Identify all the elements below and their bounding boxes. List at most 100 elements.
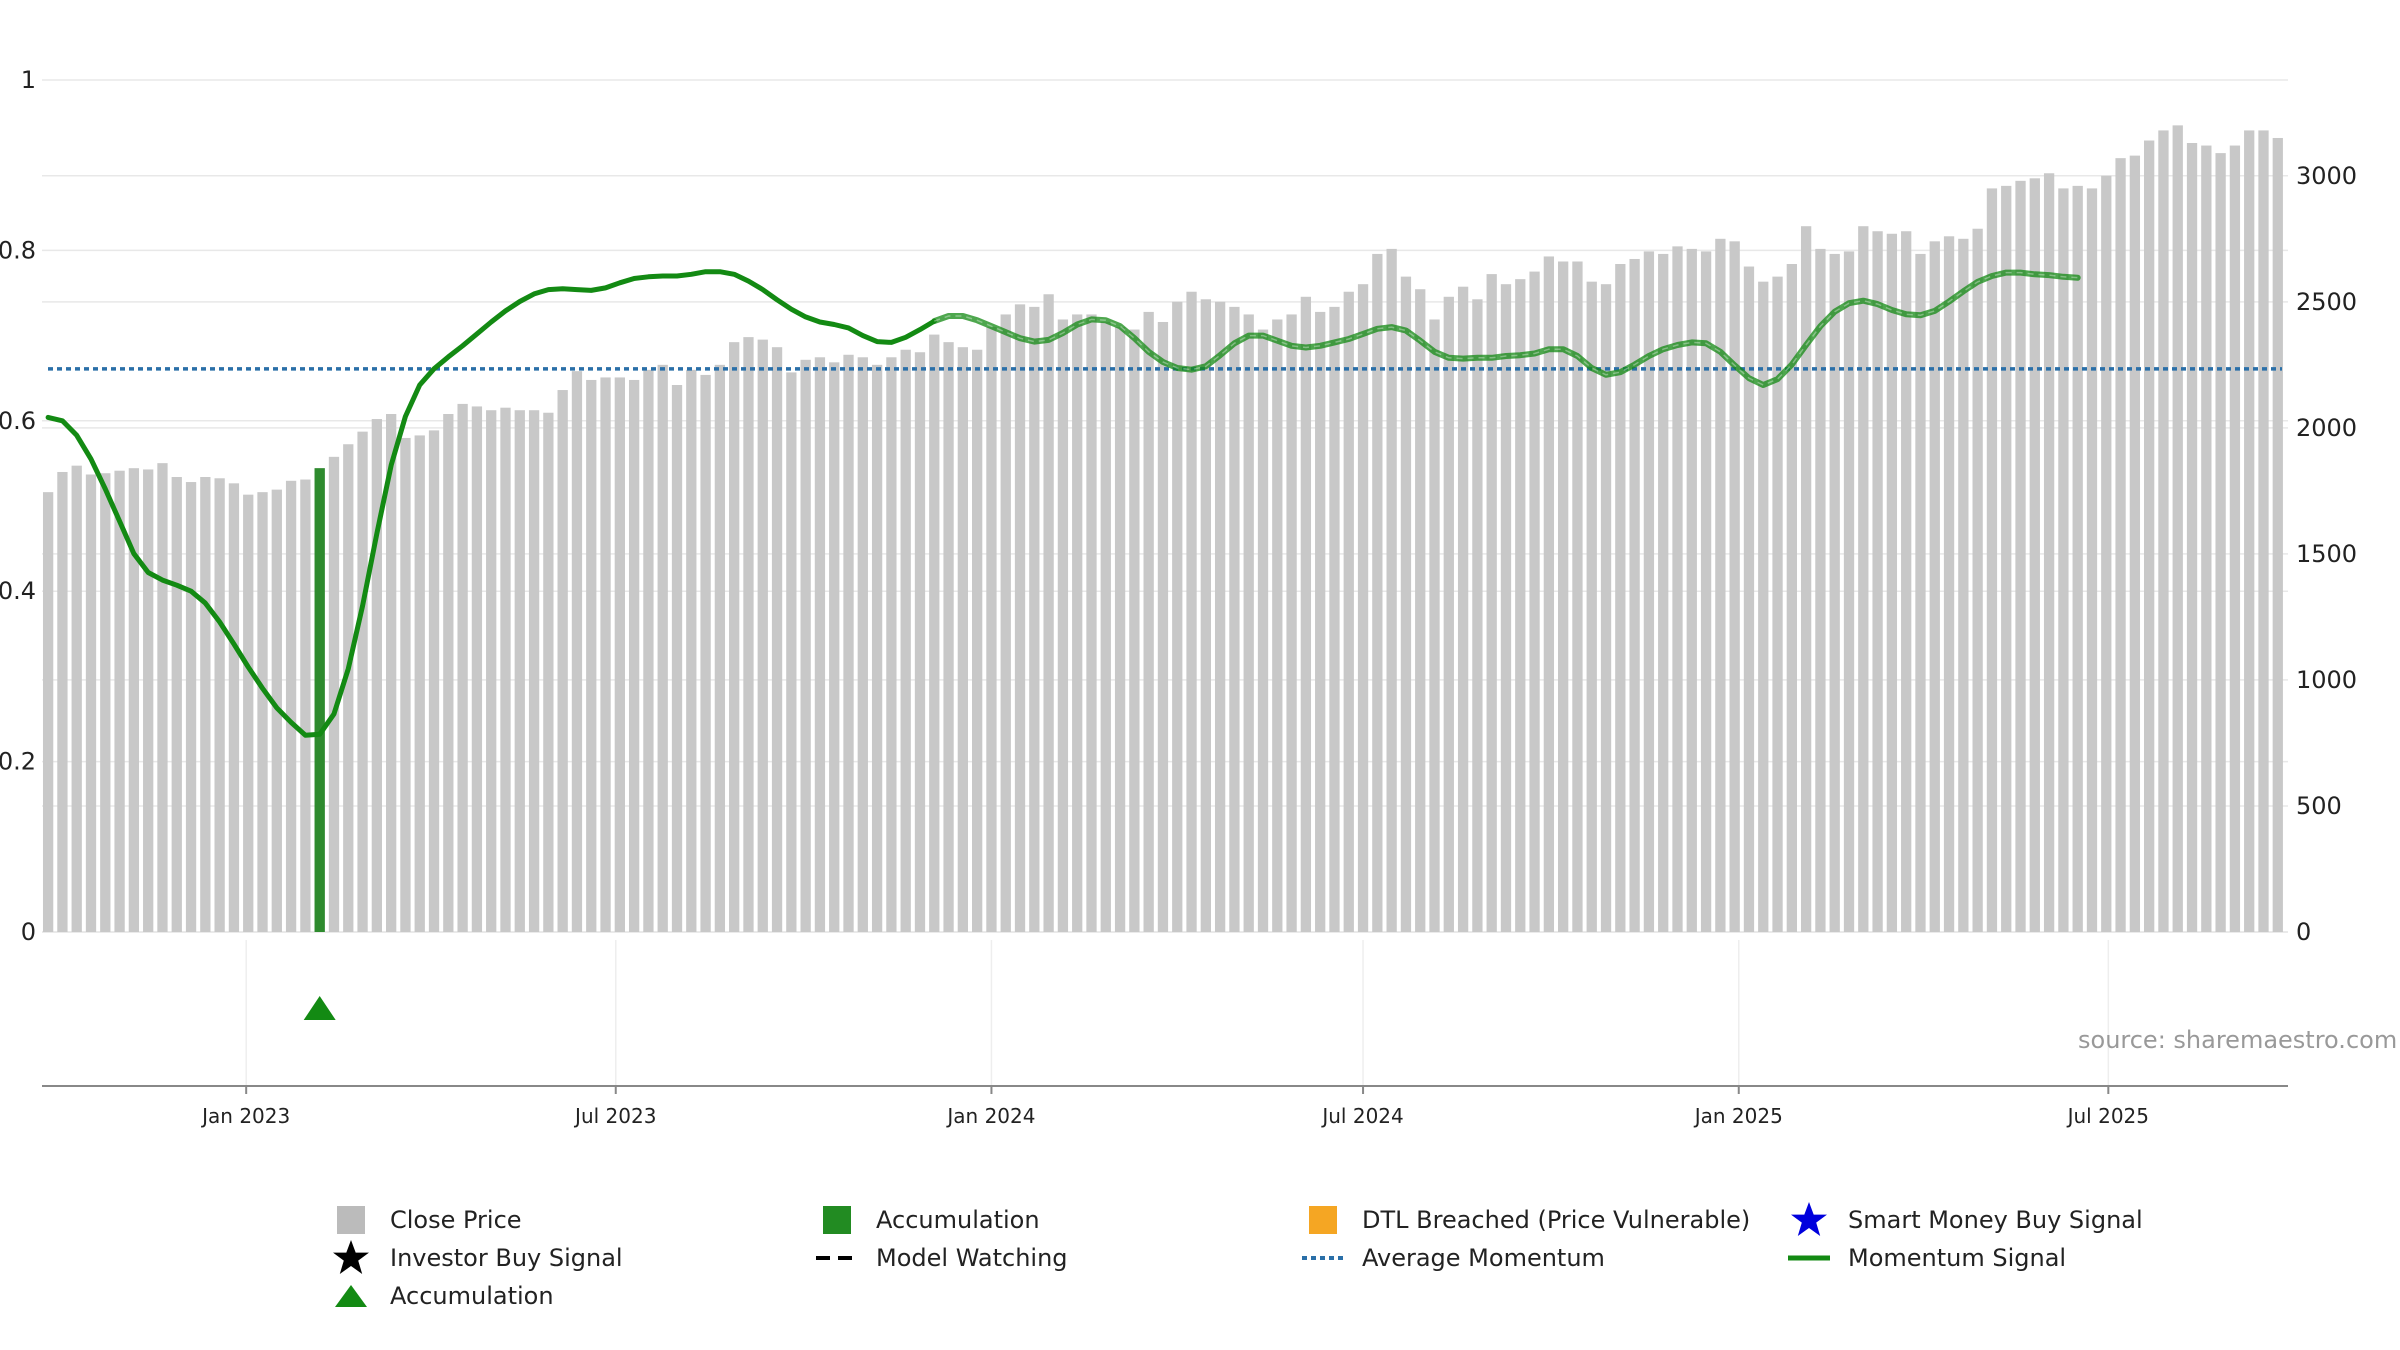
- close-price-bar: [614, 377, 625, 932]
- close-price-bar: [771, 347, 783, 932]
- x-tick-label: Jul 2023: [573, 1104, 656, 1128]
- legend-label: DTL Breached (Price Vulnerable): [1362, 1206, 1751, 1234]
- square-icon: [1302, 1205, 1344, 1235]
- close-price-bar: [1800, 226, 1812, 933]
- close-price-bar: [1558, 261, 1569, 933]
- legend-item: DTL Breached (Price Vulnerable): [1302, 1205, 1750, 1235]
- star-icon: [1788, 1202, 1830, 1236]
- close-price-bar: [1114, 327, 1126, 933]
- square-icon: [816, 1205, 858, 1235]
- solid-line-icon: [1788, 1243, 1830, 1273]
- model-watching-overlay: [934, 271, 2078, 386]
- close-price-bar: [2186, 143, 2198, 932]
- close-price-bar: [1715, 238, 1726, 932]
- close-price-bar: [1272, 319, 1283, 932]
- close-price-bar: [700, 374, 711, 932]
- close-price-bar: [757, 339, 768, 932]
- close-price-bar: [857, 357, 868, 933]
- legend-label: Investor Buy Signal: [390, 1244, 623, 1272]
- close-price-bar: [114, 470, 125, 932]
- square-icon: [330, 1205, 372, 1235]
- right-tick-label: 1000: [2296, 666, 2357, 694]
- dotted-line-icon: [1302, 1243, 1344, 1273]
- close-price-bar: [871, 364, 883, 933]
- close-price-bar: [1000, 314, 1011, 932]
- close-price-bar: [1901, 231, 1912, 932]
- close-price-bar: [1572, 261, 1583, 933]
- close-price-bar: [1329, 306, 1340, 932]
- close-price-bar: [800, 359, 811, 932]
- close-price-bar: [914, 352, 926, 932]
- close-price-bar: [1886, 233, 1898, 933]
- right-tick-label: 1500: [2296, 540, 2357, 568]
- close-price-bar: [457, 403, 468, 932]
- close-price-bar: [2015, 180, 2026, 933]
- triangle-icon: [330, 1281, 372, 1311]
- close-price-bar: [1186, 291, 1197, 933]
- close-price-bar: [1729, 241, 1740, 932]
- momentum-signal-faded: [931, 269, 2081, 388]
- close-price-bar: [2172, 125, 2183, 932]
- close-price-bar: [743, 337, 754, 932]
- close-price-bar: [1400, 276, 1412, 933]
- accumulation-bar: [314, 468, 325, 932]
- close-price-bar: [1214, 301, 1226, 932]
- close-price-bar: [843, 354, 854, 932]
- close-price-bar: [428, 430, 440, 932]
- legend-label: Accumulation: [390, 1282, 554, 1310]
- legend-item: Model Watching: [816, 1243, 1068, 1273]
- close-price-bar: [814, 357, 826, 933]
- close-price-bar: [1615, 264, 1626, 932]
- close-price-bar: [1543, 256, 1555, 932]
- close-price-bar: [2144, 140, 2155, 932]
- close-price-bar: [1758, 281, 1769, 932]
- close-price-bar: [2072, 185, 2083, 933]
- close-price-bar: [1057, 319, 1069, 932]
- close-price-bar: [943, 342, 954, 933]
- close-price-bar: [1858, 226, 1869, 933]
- close-price-bar: [185, 482, 197, 932]
- star-icon: [330, 1240, 372, 1274]
- close-price-bar: [1200, 299, 1211, 933]
- close-price-bar: [1743, 266, 1755, 932]
- close-price-bar: [686, 369, 697, 932]
- close-price-bar: [1815, 248, 1826, 932]
- x-axis: Jan 2023 Jul 2023 Jan 2024 Jul 2024 Jan 2025…: [42, 1085, 2288, 1128]
- close-price-bar: [1772, 276, 1783, 933]
- close-price-bar: [42, 492, 54, 932]
- legend-label: Accumulation: [876, 1206, 1040, 1234]
- close-price-bar: [1686, 248, 1697, 932]
- close-price-bar: [671, 385, 683, 932]
- close-price-bar: [1915, 253, 1926, 932]
- legend-item: Accumulation: [330, 1281, 554, 1311]
- close-price-bar: [1600, 284, 1612, 933]
- close-price-bar: [628, 379, 640, 933]
- close-price-bar: [2229, 145, 2241, 933]
- close-price-bar: [2244, 130, 2255, 933]
- left-tick-label: 0.8: [0, 236, 36, 264]
- close-price-bar: [414, 435, 425, 932]
- close-price-bar: [1072, 314, 1083, 932]
- accumulation-triangle: [303, 996, 336, 1020]
- close-price-bar: [600, 377, 611, 932]
- close-price-bar: [2001, 185, 2012, 933]
- close-price-bar: [143, 469, 154, 932]
- close-price-bar: [1100, 321, 1111, 932]
- close-price-bar: [1943, 236, 1955, 932]
- left-tick-label: 1: [21, 66, 36, 94]
- close-price-bar: [1300, 296, 1312, 932]
- close-price-bar: [371, 419, 383, 932]
- close-price-bar: [328, 456, 340, 932]
- close-price-bar: [2029, 178, 2040, 933]
- legend-label: Momentum Signal: [1848, 1244, 2067, 1272]
- legend-item: Smart Money Buy Signal: [1788, 1202, 2143, 1236]
- close-price-bar: [2158, 130, 2169, 933]
- legend-item: Momentum Signal: [1788, 1243, 2066, 1273]
- legend-item: Investor Buy Signal: [330, 1240, 623, 1274]
- close-price-bar: [471, 406, 483, 932]
- close-price-bar: [300, 479, 311, 932]
- close-price-bar: [1157, 321, 1169, 932]
- close-price-bar: [1872, 231, 1883, 932]
- close-price-bar: [557, 390, 568, 932]
- close-price-bar: [1700, 251, 1712, 933]
